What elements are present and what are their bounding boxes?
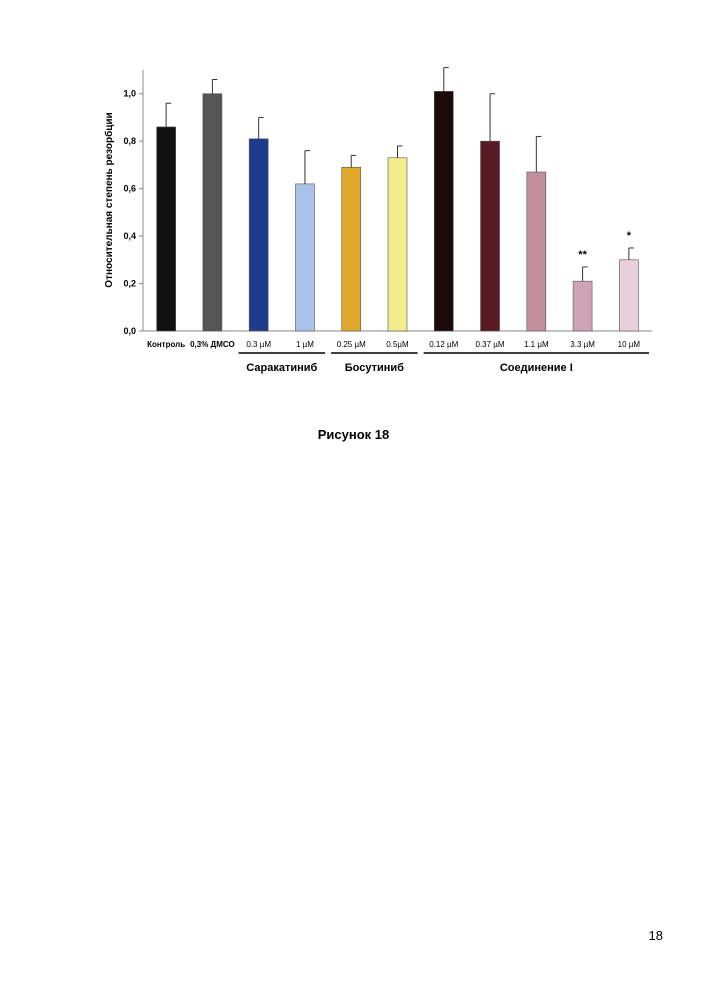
y-axis-label-group: Относительная степень резорбции — [103, 112, 115, 287]
bar — [388, 158, 407, 331]
bar — [295, 184, 314, 331]
bar — [619, 260, 638, 331]
category-label: 1.1 µM — [524, 340, 549, 349]
bars — [157, 91, 639, 331]
bar — [342, 167, 361, 331]
significance-marker: * — [627, 230, 632, 242]
y-tick-label: 0,6 — [123, 184, 136, 194]
y-tick-label: 0,0 — [123, 326, 136, 336]
y-ticks: 0,0 0,2 0,4 0,6 0,8 1,0 — [123, 89, 143, 336]
y-tick-label: 0,4 — [123, 231, 136, 241]
group-label: Босутиниб — [345, 362, 404, 374]
bar — [434, 91, 453, 331]
category-label: 0.37 µM — [476, 340, 505, 349]
y-tick-label: 0,2 — [123, 279, 136, 289]
category-label: 10 µM — [618, 340, 641, 349]
category-labels: Контроль 0,3% ДМСО 0.3 µM 1 µM 0.25 µM 0.5µM 0… — [147, 340, 640, 349]
bar — [203, 94, 222, 331]
category-label: Контроль — [147, 340, 185, 349]
y-axis-label: Относительная степень резорбции — [103, 112, 115, 287]
significance-marker: ** — [578, 249, 587, 261]
bar — [573, 281, 592, 331]
group-label: Саракатиниб — [246, 362, 317, 374]
figure-caption: Рисунок 18 — [0, 427, 707, 442]
group-label: Соединение I — [500, 362, 573, 374]
y-tick-label: 1,0 — [123, 89, 136, 99]
category-label: 0.3 µM — [246, 340, 271, 349]
bar — [481, 141, 500, 331]
category-label: 0,3% ДМСО — [190, 340, 235, 349]
page-number: 18 — [649, 928, 663, 943]
category-label: 0.25 µM — [337, 340, 366, 349]
category-label: 1 µM — [296, 340, 314, 349]
group-labels: Саракатиниб Босутиниб Соединение I — [239, 353, 649, 374]
bar-chart: Относительная степень резорбции 0,00,20,… — [0, 0, 707, 470]
y-tick-label: 0,8 — [123, 136, 136, 146]
category-label: 0.12 µM — [429, 340, 458, 349]
bar — [157, 127, 176, 331]
bar — [527, 172, 546, 331]
bar — [249, 139, 268, 331]
category-label: 3.3 µM — [570, 340, 595, 349]
category-label: 0.5µM — [386, 340, 409, 349]
